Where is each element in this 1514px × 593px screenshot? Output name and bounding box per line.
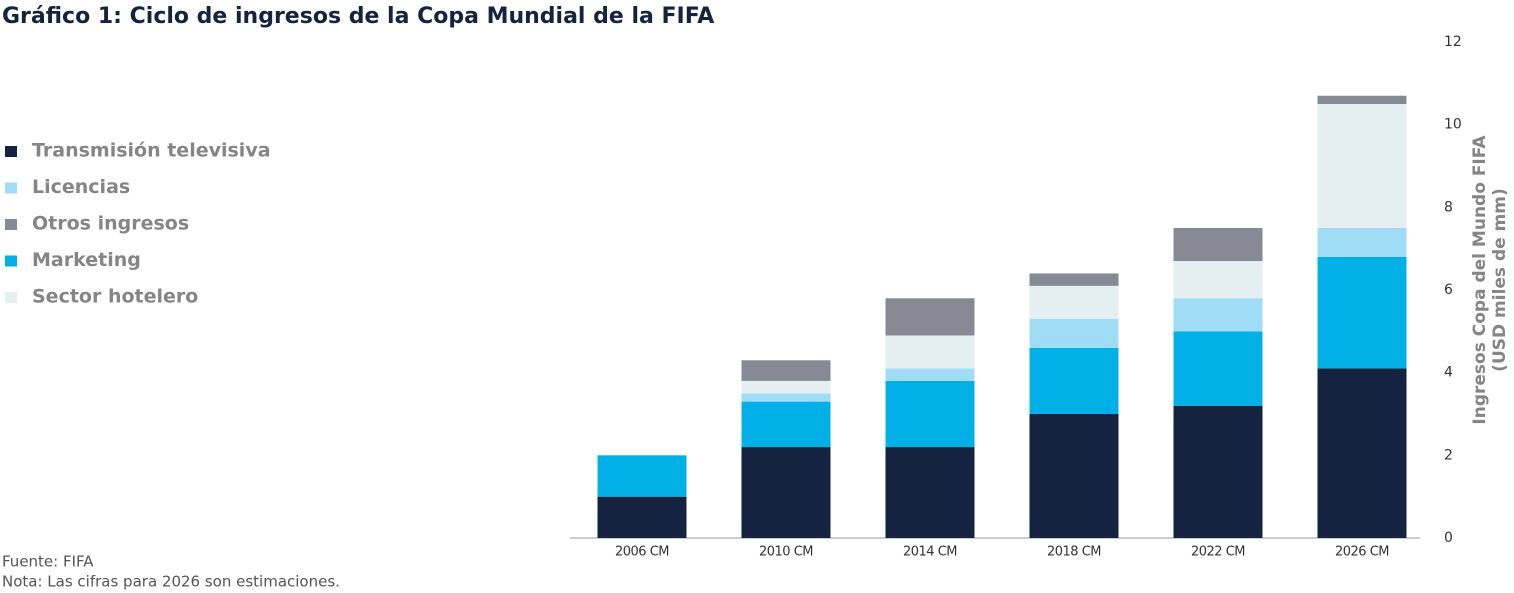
bar-segment	[1029, 347, 1119, 414]
bar-segment	[1317, 368, 1407, 538]
bar-segment	[1317, 256, 1407, 369]
bar-segment	[1173, 261, 1263, 299]
bar-segment	[885, 298, 975, 336]
source: Fuente: FIFA	[2, 553, 94, 571]
bar-segment	[1029, 285, 1119, 319]
bar-segment	[1317, 228, 1407, 257]
legend-swatch	[5, 255, 17, 267]
legend-swatch	[5, 292, 17, 303]
x-tick-label: 2022 CM	[1191, 545, 1245, 560]
x-tick-label: 2026 CM	[1335, 545, 1389, 560]
bar-segment	[741, 393, 831, 402]
bar-segment	[741, 360, 831, 381]
bar-segment	[597, 496, 687, 538]
bar-segment	[1029, 414, 1119, 538]
y-tick-label: 2	[1444, 447, 1453, 463]
x-tick-label: 2014 CM	[903, 545, 957, 560]
bar-segment	[741, 380, 831, 394]
legend-swatch	[5, 146, 17, 157]
legend-label: Sector hotelero	[32, 286, 198, 308]
bar-segment	[1317, 104, 1407, 228]
bar-segment	[885, 447, 975, 538]
legend-label: Otros ingresos	[32, 213, 189, 235]
legend-swatch	[5, 219, 17, 230]
bar-segment	[1173, 405, 1263, 538]
bar-segment	[885, 380, 975, 448]
y-tick-label: 12	[1444, 34, 1462, 50]
bar-segment	[1173, 331, 1263, 406]
bar-segment	[1317, 95, 1407, 104]
y-tick-label: 6	[1444, 282, 1453, 298]
x-tick-label: 2006 CM	[615, 545, 669, 560]
bar-segment	[885, 335, 975, 369]
bar-segment	[741, 401, 831, 448]
legend-label: Marketing	[32, 249, 141, 271]
legend-label: Licencias	[32, 176, 130, 198]
y-axis-label: (USD miles de mm)	[1490, 188, 1510, 372]
bar-segment	[1173, 228, 1263, 262]
note: Nota: Las cifras para 2026 son estimacio…	[2, 573, 340, 591]
bar-segment	[741, 447, 831, 538]
y-tick-label: 10	[1444, 117, 1462, 133]
x-tick-label: 2018 CM	[1047, 545, 1101, 560]
legend-label: Transmisión televisiva	[32, 140, 271, 162]
chart-title: Gráfico 1: Ciclo de ingresos de la Copa …	[2, 4, 714, 29]
bar-segment	[1029, 318, 1119, 348]
y-axis-label: Ingresos Copa del Mundo FIFA	[1470, 135, 1490, 425]
bar-segment	[597, 455, 687, 497]
legend-swatch	[5, 182, 17, 194]
y-tick-label: 8	[1444, 199, 1453, 215]
y-tick-label: 4	[1444, 365, 1453, 381]
bar-segment	[1173, 298, 1263, 332]
bar-segment	[885, 368, 975, 381]
y-tick-label: 0	[1444, 530, 1453, 546]
bar-segment	[1029, 273, 1119, 286]
x-tick-label: 2010 CM	[759, 545, 813, 560]
